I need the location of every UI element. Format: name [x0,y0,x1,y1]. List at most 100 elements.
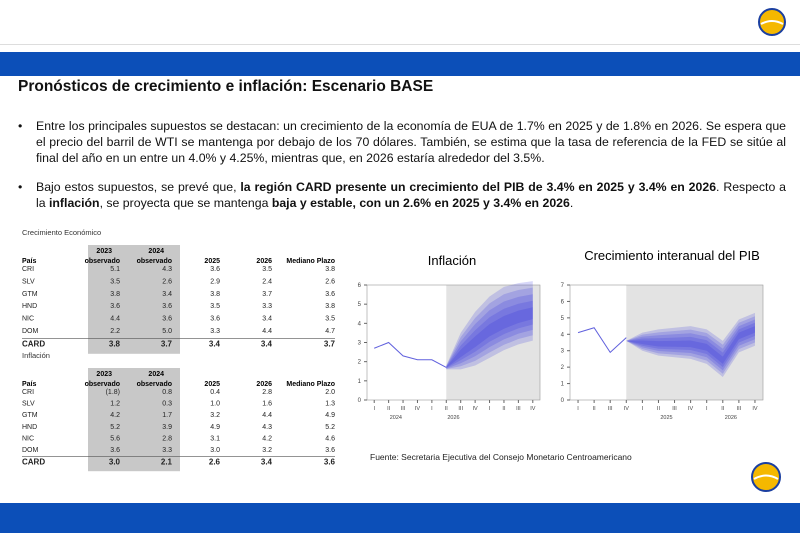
table-cell: 3.7 [262,291,272,298]
chart-title: Crecimiento interanual del PIB [584,248,760,263]
table-cell: 4.2 [110,412,120,419]
y-tick-label: 1 [358,379,362,385]
table-cell: 3.1 [210,435,220,442]
table-cell: 3.2 [210,412,220,419]
bullet-text: baja y estable, con un 2.6% en 2025 y 3.… [271,196,570,210]
quarter-label: III [516,406,521,412]
y-tick-label: 6 [358,283,362,289]
table-cell: 0.8 [162,389,172,396]
y-tick-label: 0 [358,398,362,404]
table-cell: 3.0 [109,458,121,467]
table-cell: 1.2 [110,401,120,408]
column-header: 2025 [204,381,220,388]
y-tick-label: 2 [358,360,362,366]
table-cell: 3.6 [110,447,120,454]
table-cell: 2.9 [210,278,220,285]
fan-band [446,307,533,368]
table-cell: DOM [22,447,39,454]
y-tick-label: 3 [358,341,362,347]
observed-shade [88,245,180,354]
table-cell: 3.5 [262,266,272,273]
table-cell: 3.8 [325,266,335,273]
bullet: Bajo estos supuestos, se prevé que, la r… [18,179,786,211]
year-header: 2024 [148,248,164,255]
table-cell: CRI [22,266,34,273]
table-cell: 3.9 [162,424,172,431]
quarter-label: I [373,406,375,412]
bullet: Entre los principales supuestos se desta… [18,118,786,166]
table-cell: 3.3 [262,303,272,310]
plot-frame [569,284,764,401]
bullet-text: inflación [49,196,100,210]
year-header: 2023 [96,371,112,378]
table-cell: 3.7 [161,339,173,348]
y-tick-label: 7 [561,283,565,289]
table-cell: 2.2 [110,328,120,335]
table-cell: 3.4 [261,458,273,467]
blue-bar [0,52,800,76]
source: Fuente: Secretaria Ejecutiva del Consejo… [370,452,632,462]
quarter-label: II [445,406,449,412]
forecast-shade [626,285,763,400]
fan-band [626,322,755,368]
table-cell: 2.0 [325,389,335,396]
column-header: 2026 [256,258,272,265]
quarter-label: I [577,406,579,412]
table-cell: 4.7 [325,328,335,335]
table-cell: CARD [22,458,45,467]
logo [758,8,786,36]
column-header: observado [85,258,120,265]
bottom-bar [0,503,800,533]
table-cell: CRI [22,389,34,396]
table-cell: 3.6 [324,458,336,467]
column-header: 2026 [256,381,272,388]
column-header: observado [137,381,172,388]
tables: Crecimiento Económico 2023 2024 País observa… [22,228,336,472]
quarter-label: IV [688,406,694,412]
table-cell: NIC [22,316,34,323]
table-caption: Inflación [22,351,50,360]
table-cell: 4.4 [110,316,120,323]
quarter-label: I [706,406,708,412]
table-cell: 3.8 [110,291,120,298]
bullet-list: Entre los principales supuestos se desta… [18,118,786,224]
y-tick-label: 0 [561,398,565,404]
table-cell: 1.6 [262,401,272,408]
fan-band [446,287,533,369]
fan-band [626,326,755,364]
table-cell: 3.7 [324,339,336,348]
year-label: 2025 [660,415,672,421]
quarter-label: I [431,406,433,412]
y-tick-label: 1 [561,382,565,388]
fan-band [626,319,755,371]
quarter-label: III [672,406,677,412]
bullet-text: Entre los principales supuestos se desta… [36,119,786,165]
year-header: 2023 [96,248,112,255]
table-cell: 1.7 [162,412,172,419]
quarter-label: IV [624,406,630,412]
top-strip [0,0,800,45]
history-line [374,341,447,368]
table-cell: HND [22,303,37,310]
table-cell: 2.6 [162,278,172,285]
table-cell: DOM [22,328,39,335]
table-cell: 3.4 [209,339,221,348]
quarter-label: IV [530,406,536,412]
table-cell: GTM [22,412,38,419]
quarter-label: IV [415,406,421,412]
fan-band [626,312,755,377]
table-cell: 3.6 [325,291,335,298]
table-cell: 3.8 [109,339,121,348]
table-cell: NIC [22,435,34,442]
quarter-label: III [401,406,406,412]
quarter-label: III [608,406,613,412]
year-header: 2024 [148,371,164,378]
table-cell: 3.8 [325,303,335,310]
fan-band [626,316,755,374]
table-cell: 0.4 [210,389,220,396]
quarter-label: III [737,406,742,412]
year-label: 2024 [390,415,402,421]
table-cell: 2.8 [262,389,272,396]
table-cell: 3.6 [110,303,120,310]
